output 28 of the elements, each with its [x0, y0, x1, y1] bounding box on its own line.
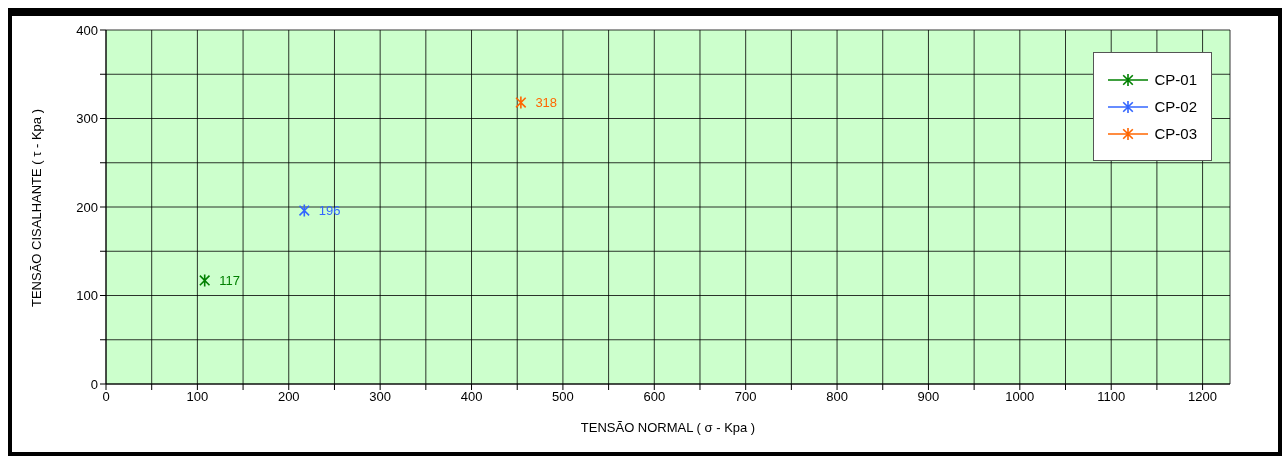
x-tick-label: 600 [643, 389, 666, 405]
x-tick-label: 1200 [1188, 389, 1218, 405]
x-tick-label: 0 [102, 389, 110, 405]
legend-label: CP-03 [1154, 125, 1197, 142]
x-tick-label: 400 [460, 389, 483, 405]
x-tick-label: 200 [277, 389, 300, 405]
legend-label: CP-02 [1154, 98, 1197, 115]
data-label: 117 [219, 273, 240, 289]
y-tick-label: 0 [90, 376, 98, 392]
x-tick-label: 100 [186, 389, 209, 405]
point [515, 95, 527, 110]
x-tick-label: 800 [826, 389, 848, 405]
x-tick-label: 300 [369, 389, 391, 405]
y-tick-label: 400 [76, 22, 98, 38]
point [199, 273, 211, 288]
x-tick-label: 1000 [1005, 389, 1035, 405]
y-tick-label: 300 [76, 111, 98, 127]
x-tick-label: 500 [552, 389, 574, 405]
y-axis-title: TENSÃO CISALHANTE ( τ - Kpa ) [28, 108, 44, 307]
y-tick-label: 200 [76, 199, 98, 215]
point [298, 203, 310, 218]
x-tick-label: 900 [917, 389, 940, 405]
x-tick-label: 700 [734, 389, 757, 405]
x-tick-label: 1100 [1097, 389, 1126, 405]
y-tick-label: 100 [76, 288, 98, 304]
data-label: 318 [535, 95, 558, 111]
legend-label: CP-01 [1154, 71, 1197, 88]
x-axis-title: TENSÃO NORMAL ( σ - Kpa ) [580, 420, 756, 435]
